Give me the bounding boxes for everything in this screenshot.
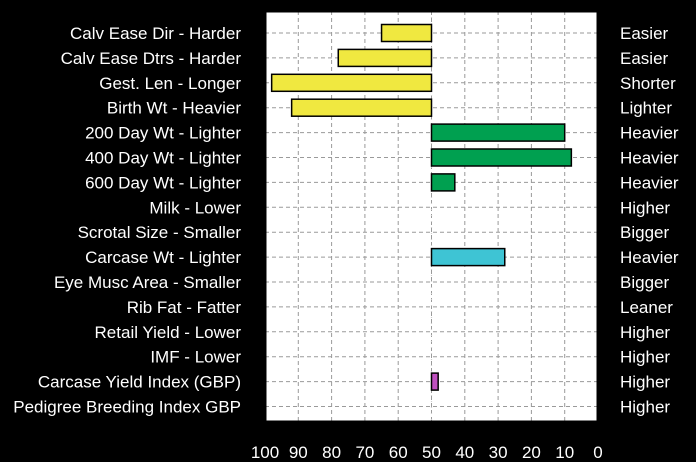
x-tick-label: 100	[251, 443, 279, 462]
category-label: 600 Day Wt - Lighter	[85, 173, 241, 192]
category-label: Birth Wt - Heavier	[107, 99, 241, 118]
direction-label: Easier	[620, 49, 669, 68]
direction-label: Heavier	[620, 124, 679, 143]
direction-label: Leaner	[620, 298, 673, 317]
direction-label: Higher	[620, 373, 670, 392]
x-tick-label: 0	[593, 443, 602, 462]
bar-600-day-wt-lighter	[430, 173, 456, 192]
bar-200-day-wt-lighter	[430, 123, 566, 142]
x-tick-label: 50	[422, 443, 441, 462]
bar-carcase-yield-index-gbp	[430, 372, 439, 391]
direction-label: Heavier	[620, 248, 679, 267]
x-tick-label: 40	[455, 443, 474, 462]
category-label: Eye Musc Area - Smaller	[54, 273, 241, 292]
category-label: 200 Day Wt - Lighter	[85, 124, 241, 143]
right-labels: Easier Easier Shorter Lighter Heavier Heavier…	[620, 24, 679, 417]
category-label: Rib Fat - Fatter	[127, 298, 242, 317]
x-tick-labels: 100 90 80 70 60 50 40 30 20 10 0	[251, 443, 603, 462]
category-label: Gest. Len - Longer	[99, 74, 241, 93]
bar-gest-len-longer	[270, 73, 433, 93]
category-label: Milk - Lower	[149, 198, 241, 217]
x-tick-label: 60	[389, 443, 408, 462]
category-label: Calv Ease Dtrs - Harder	[61, 49, 242, 68]
direction-label: Easier	[620, 24, 669, 43]
direction-label: Bigger	[620, 223, 669, 242]
category-label: Scrotal Size - Smaller	[78, 223, 242, 242]
direction-label: Higher	[620, 198, 670, 217]
category-label: Pedigree Breeding Index GBP	[13, 398, 241, 417]
bar-400-day-wt-lighter	[430, 148, 573, 167]
plot-border	[263, 9, 600, 424]
category-label: Retail Yield - Lower	[95, 323, 242, 342]
direction-label: Shorter	[620, 74, 676, 93]
category-label: Calv Ease Dir - Harder	[70, 24, 241, 43]
category-label: Carcase Yield Index (GBP)	[38, 373, 241, 392]
category-label: Carcase Wt - Lighter	[85, 248, 241, 267]
bar-calv-ease-dir-harder	[380, 23, 433, 43]
x-tick-label: 70	[355, 443, 374, 462]
direction-label: Higher	[620, 323, 670, 342]
bar-calv-ease-dtrs-harder	[337, 48, 433, 68]
direction-label: Heavier	[620, 149, 679, 168]
x-tick-label: 30	[489, 443, 508, 462]
category-label: IMF - Lower	[150, 348, 241, 367]
bar-carcase-wt-lighter	[430, 247, 506, 267]
category-label: 400 Day Wt - Lighter	[85, 149, 241, 168]
x-tick-label: 20	[522, 443, 541, 462]
direction-label: Heavier	[620, 173, 679, 192]
left-labels: Calv Ease Dir - Harder Calv Ease Dtrs - H…	[13, 24, 241, 417]
x-tick-label: 10	[555, 443, 574, 462]
direction-label: Lighter	[620, 99, 672, 118]
x-tick-label: 80	[322, 443, 341, 462]
bar-birth-wt-heavier	[290, 98, 433, 117]
direction-label: Higher	[620, 398, 670, 417]
bars	[270, 23, 573, 391]
x-tick-label: 90	[289, 443, 308, 462]
direction-label: Higher	[620, 348, 670, 367]
direction-label: Bigger	[620, 273, 669, 292]
